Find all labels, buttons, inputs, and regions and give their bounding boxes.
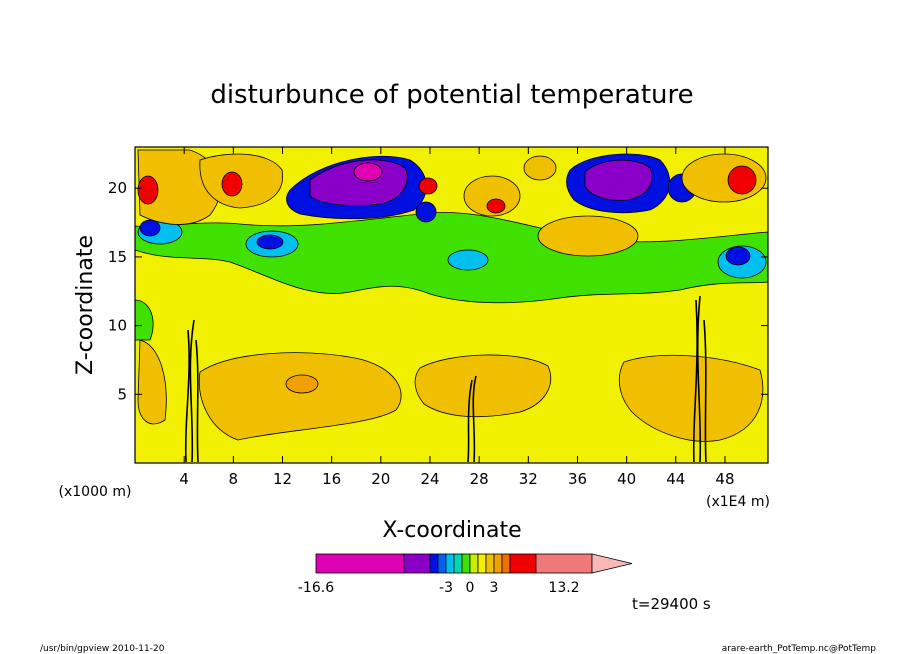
region-blue-left	[139, 219, 161, 237]
chart-title: disturbunce of potential temperature	[210, 80, 693, 110]
colorbar-swatch-13	[535, 553, 593, 574]
x-unit-right: (x1E4 m)	[706, 494, 770, 510]
colorbar-swatch-4	[445, 553, 455, 574]
x-tick-label: 20	[371, 470, 390, 488]
region-purple-upper-2	[584, 159, 653, 201]
region-red-upper-6	[418, 177, 438, 195]
y-tick-label: 20	[108, 179, 127, 197]
footer-right: arare-earth_PotTemp.nc@PotTemp	[722, 644, 877, 654]
colorbar-swatch-5	[453, 553, 463, 574]
plume-left	[184, 319, 199, 463]
x-tick-label: 16	[322, 470, 341, 488]
colorbar-swatch-11	[501, 553, 511, 574]
plume-mid	[467, 375, 477, 463]
region-blue-upper-4	[415, 201, 437, 223]
x-tick-label: 24	[420, 470, 439, 488]
colorbar-swatch-1	[403, 553, 431, 574]
y-axis: 5 10 15 20	[108, 179, 768, 403]
region-red-upper-5	[727, 165, 757, 195]
colorbar-swatch-10	[493, 553, 503, 574]
colorbar-swatch-9	[485, 553, 495, 574]
colorbar	[315, 553, 633, 574]
x-tick-label: 32	[519, 470, 538, 488]
colorbar-swatch-6	[461, 553, 471, 574]
colorbar-label: -3	[439, 580, 453, 596]
colorbar-swatch-7	[469, 553, 479, 574]
x-axis-label: X-coordinate	[382, 518, 521, 543]
region-purple-upper-1	[309, 159, 408, 206]
plot-area	[134, 146, 769, 464]
colorbar-swatch-12	[509, 553, 537, 574]
colorbar-label: 13.2	[548, 580, 579, 596]
y-axis-label: Z-coordinate	[73, 235, 98, 375]
x-tick-label: 12	[273, 470, 292, 488]
x-unit-left: (x1000 m)	[59, 484, 132, 500]
region-orange-upper-3	[463, 175, 521, 217]
colorbar-swatch-3	[437, 553, 447, 574]
x-tick-label: 44	[666, 470, 685, 488]
region-red-upper-3	[486, 198, 506, 214]
x-tick-label: 36	[568, 470, 587, 488]
region-orange-lobe-2	[414, 354, 552, 418]
y-tick-label: 10	[108, 317, 127, 335]
region-cyan-mid2	[447, 249, 489, 271]
region-orange-core	[285, 374, 319, 394]
x-tick-label: 4	[179, 470, 189, 488]
footer-left: /usr/bin/gpview 2010-11-20	[40, 644, 165, 654]
region-orange-upper-7	[523, 155, 557, 181]
region-blue-mid	[256, 234, 284, 250]
x-tick-label: 48	[715, 470, 734, 488]
region-magenta-upper-1	[353, 162, 383, 182]
x-tick-label: 8	[229, 470, 239, 488]
region-red-upper-2	[221, 171, 243, 197]
plot-frame	[134, 146, 769, 464]
time-label: t=29400 s	[632, 595, 711, 613]
y-tick-label: 5	[117, 385, 127, 403]
colorbar-swatch-2	[429, 553, 439, 574]
region-green-dip	[134, 299, 154, 341]
x-axis: 4 8 12 16 20 24 28 32 36 40 44 48	[179, 147, 735, 488]
colorbar-arrow	[591, 553, 633, 574]
colorbar-label: 3	[490, 580, 499, 596]
x-tick-label: 28	[470, 470, 489, 488]
y-tick-label: 15	[108, 248, 127, 266]
region-orange-left	[137, 339, 167, 425]
colorbar-label: -16.6	[298, 580, 334, 596]
region-blue-right	[725, 246, 751, 266]
region-orange-lobe-1	[198, 352, 402, 441]
region-red-upper-left	[137, 175, 159, 205]
plume-right	[692, 295, 707, 463]
region-orange-upper-4	[537, 215, 639, 257]
colorbar-label: 0	[466, 580, 475, 596]
x-tick-label: 40	[617, 470, 636, 488]
colorbar-swatch-0	[315, 553, 405, 574]
colorbar-swatch-8	[477, 553, 487, 574]
colorbar-labels: -16.6 -3 0 3 13.2	[298, 580, 580, 596]
